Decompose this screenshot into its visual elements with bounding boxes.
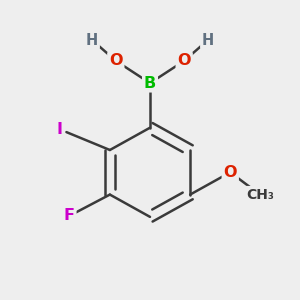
Text: B: B [144, 76, 156, 91]
Text: I: I [56, 122, 62, 137]
Text: F: F [64, 208, 75, 224]
Text: O: O [177, 53, 191, 68]
Text: H: H [86, 32, 98, 47]
Text: CH₃: CH₃ [246, 188, 274, 202]
Text: O: O [224, 165, 237, 180]
Text: H: H [202, 32, 214, 47]
Text: O: O [109, 53, 123, 68]
